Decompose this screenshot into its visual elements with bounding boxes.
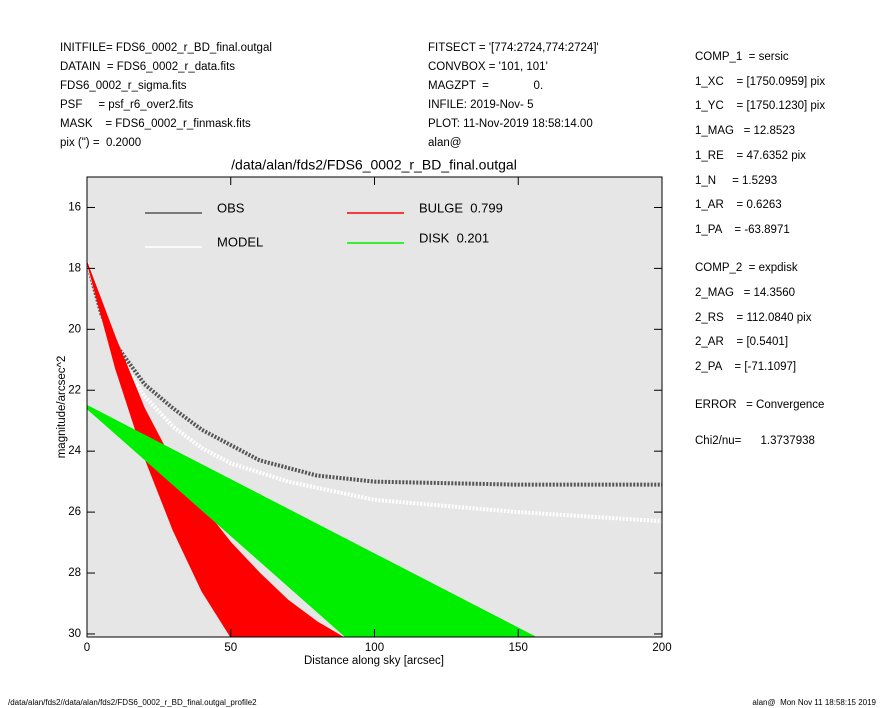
fit-parameter: 1_RE = 47.6352 pix [695,150,806,162]
data-layer [87,261,662,637]
x-tick-label: 100 [365,642,384,654]
header-line: MASK = FDS6_0002_r_finmask.fits [60,118,251,130]
x-tick-label: 50 [224,642,237,654]
header-line: pix (") = 0.2000 [60,137,141,149]
y-axis-label: magnitude/arcsec^2 [56,356,68,459]
y-tick-label: 26 [68,506,81,518]
x-axis-label: Distance along sky [arcsec] [304,655,444,667]
y-tick-label: 18 [68,262,81,274]
header-line: PLOT: 11-Nov-2019 18:58:14.00 [428,118,593,130]
chart-title: /data/alan/fds2/FDS6_0002_r_BD_final.out… [231,157,517,173]
fit-parameter: 2_MAG = 14.3560 [695,287,795,299]
fit-parameter: 1_AR = 0.6263 [695,199,782,211]
fit-parameter: COMP_1 = sersic [695,51,789,63]
y-tick-label: 30 [68,628,81,640]
fit-parameter: COMP_2 = expdisk [695,262,798,274]
header-line: MAGZPT = 0. [428,80,543,92]
x-tick-label: 0 [84,642,90,654]
header-line: CONVBOX = '101, 101' [428,61,548,73]
legend-label: DISK 0.201 [419,230,489,245]
fit-parameter: 2_AR = [0.5401] [695,336,788,348]
legend-label: OBS [217,200,245,215]
header-line: alan@ [428,137,461,149]
fit-parameter: 1_YC = [1750.1230] pix [695,100,825,112]
x-tick-label: 200 [652,642,671,654]
fit-parameter: 1_MAG = 12.8523 [695,125,795,137]
component-band [87,262,344,637]
x-tick-label: 150 [509,642,528,654]
header-line: PSF = psf_r6_over2.fits [60,99,194,111]
y-tick-label: 20 [68,323,81,335]
fit-parameter: ERROR = Convergence [695,399,824,411]
fit-parameter: 1_N = 1.5293 [695,175,777,187]
fit-parameter: 1_PA = -63.8971 [695,224,790,236]
header-line: INFILE: 2019-Nov- 5 [428,99,533,111]
component-band [87,404,536,637]
legend-label: BULGE 0.799 [419,200,503,215]
footer-date: alan@ Mon Nov 11 18:58:15 2019 [752,698,876,707]
y-tick-label: 22 [68,384,81,396]
y-tick-label: 28 [68,567,81,579]
header-line: FDS6_0002_r_sigma.fits [60,80,187,92]
header-line: FITSECT = '[774:2724,774:2724]' [428,42,599,54]
legend-label: MODEL [217,234,263,249]
footer-path: /data/alan/fds2//data/alan/fds2/FDS6_000… [8,698,257,707]
fit-parameter: Chi2/nu= 1.3737938 [695,435,815,447]
header-line: DATAIN = FDS6_0002_r_data.fits [60,61,235,73]
fit-parameter: 2_RS = 112.0840 pix [695,312,812,324]
y-tick-label: 16 [68,201,81,213]
header-line: INITFILE= FDS6_0002_r_BD_final.outgal [60,42,272,54]
y-tick-label: 24 [68,445,81,457]
fit-parameter: 2_PA = [-71.1097] [695,361,796,373]
fit-parameter: 1_XC = [1750.0959] pix [695,76,825,88]
